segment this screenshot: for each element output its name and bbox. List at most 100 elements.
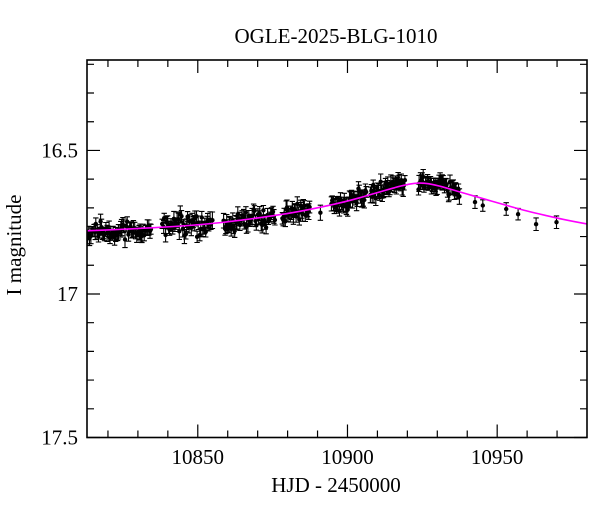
- data-point-marker: [399, 178, 404, 183]
- data-point-marker: [243, 210, 249, 215]
- error-bars: [87, 168, 560, 249]
- data-point-marker: [472, 199, 478, 205]
- data-point-marker: [272, 217, 278, 223]
- y-tick-label: 16.5: [41, 138, 78, 162]
- data-point-marker: [261, 208, 266, 213]
- data-point-marker: [257, 211, 262, 216]
- data-point-marker: [253, 218, 258, 224]
- data-point-marker: [98, 219, 103, 224]
- data-point-marker: [123, 223, 129, 229]
- data-point-marker: [260, 222, 265, 228]
- data-point-marker: [337, 208, 342, 214]
- data-point-marker: [504, 206, 509, 212]
- data-point-marker: [199, 215, 204, 220]
- data-point-marker: [270, 209, 276, 214]
- data-point-marker: [283, 219, 288, 224]
- data-point-marker: [378, 179, 383, 184]
- data-point-marker: [210, 218, 215, 223]
- data-point-marker: [142, 233, 147, 238]
- data-point-marker: [93, 221, 99, 227]
- data-point-marker: [354, 200, 359, 205]
- data-point-marker: [176, 217, 181, 222]
- data-point-marker: [295, 201, 300, 207]
- data-point-marker: [163, 232, 168, 238]
- data-point-marker: [189, 225, 194, 231]
- chart-title: OGLE-2025-BLG-1010: [235, 24, 438, 48]
- data-point-marker: [416, 187, 421, 192]
- y-tick-label: 17.5: [41, 426, 78, 450]
- data-point-marker: [232, 228, 237, 234]
- model-curve: [87, 182, 587, 232]
- data-point-marker: [554, 220, 559, 225]
- data-point-marker: [241, 213, 246, 219]
- data-point-marker: [402, 178, 408, 183]
- data-point-marker: [421, 174, 426, 180]
- data-point-marker: [293, 214, 299, 219]
- data-point-marker: [165, 220, 170, 225]
- data-point-marker: [515, 212, 521, 217]
- data-point-marker: [263, 225, 269, 230]
- data-point-marker: [254, 223, 259, 228]
- data-point-marker: [122, 237, 128, 242]
- data-point-marker: [126, 232, 131, 237]
- data-point-marker: [250, 214, 255, 219]
- data-point-marker: [231, 224, 236, 229]
- data-point-marker: [246, 213, 251, 218]
- x-axis-label: HJD - 2450000: [271, 473, 401, 497]
- data-point-marker: [362, 197, 367, 203]
- data-point-marker: [179, 214, 184, 219]
- data-point-marker: [203, 229, 208, 235]
- data-point-marker: [162, 216, 167, 221]
- data-point-marker: [297, 217, 302, 222]
- data-point-marker: [369, 188, 374, 193]
- data-point-marker: [344, 204, 349, 209]
- data-point-marker: [88, 233, 94, 239]
- x-tick-label: 10950: [471, 445, 524, 469]
- data-point-marker: [380, 194, 385, 199]
- data-point-marker: [480, 203, 485, 208]
- photometry-data-points: [87, 168, 560, 249]
- data-point-marker: [194, 214, 199, 219]
- data-point-marker: [237, 222, 243, 228]
- x-tick-label: 10900: [321, 445, 374, 469]
- data-point-marker: [245, 223, 251, 228]
- data-point-marker: [334, 205, 339, 211]
- data-point-marker: [185, 214, 190, 219]
- data-point-marker: [235, 212, 240, 217]
- data-point-marker: [357, 188, 362, 194]
- data-point-marker: [318, 210, 323, 215]
- data-point-marker: [252, 208, 257, 213]
- data-point-marker: [197, 232, 202, 238]
- model-curve-path: [87, 182, 587, 232]
- data-point-marker: [293, 207, 298, 213]
- y-tick-label: 17: [57, 282, 78, 306]
- data-point-marker: [225, 225, 230, 230]
- y-axis-label: I magnitude: [2, 195, 26, 296]
- data-point-marker: [371, 182, 376, 188]
- data-point-marker: [302, 203, 307, 208]
- data-point-marker: [262, 219, 268, 225]
- data-point-marker: [125, 219, 130, 224]
- data-point-marker: [440, 178, 446, 183]
- data-point-marker: [533, 222, 539, 227]
- data-point-marker: [345, 207, 350, 212]
- axis-tick-labels: 10850 10900 10950 16.5 17 17.5: [41, 138, 523, 469]
- data-point-marker: [447, 179, 453, 185]
- data-point-marker: [421, 184, 427, 189]
- data-point-marker: [180, 226, 185, 232]
- data-point-marker: [183, 232, 188, 237]
- data-point-marker: [177, 229, 182, 234]
- data-point-marker: [107, 235, 113, 241]
- data-point-marker: [99, 225, 104, 230]
- data-point-marker: [338, 197, 343, 202]
- data-point-marker: [420, 178, 425, 184]
- data-point-marker: [173, 221, 179, 226]
- plot-border: [86, 59, 588, 439]
- x-tick-label: 10850: [172, 445, 225, 469]
- data-point-marker: [446, 192, 452, 197]
- data-point-marker: [373, 195, 378, 201]
- axis-ticks: [87, 60, 587, 439]
- data-point-marker: [307, 204, 312, 210]
- data-point-marker: [284, 205, 290, 210]
